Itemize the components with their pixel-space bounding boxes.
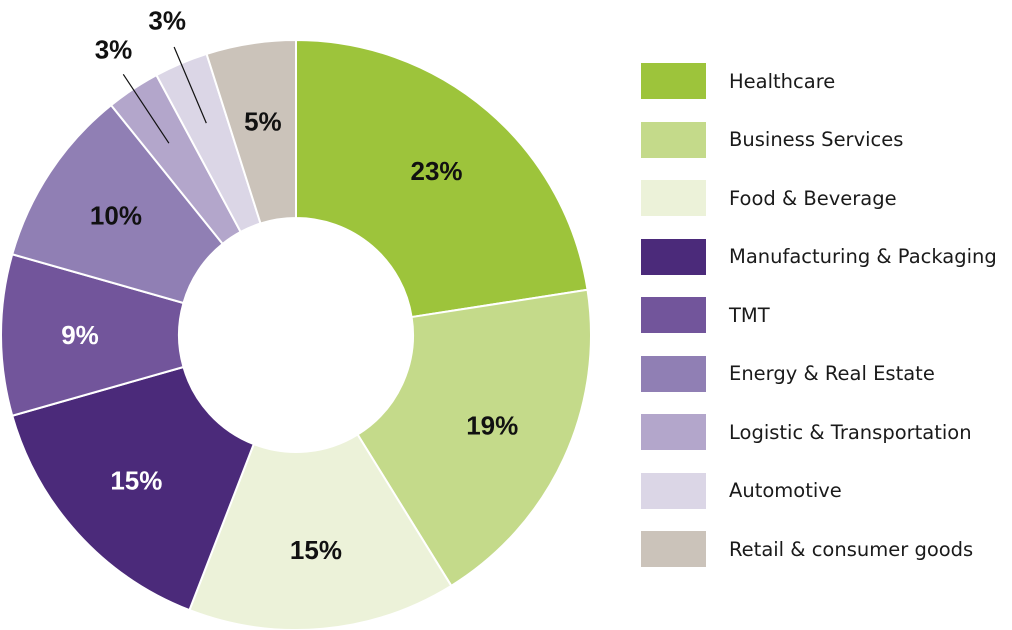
slice-food-and-beverage bbox=[188, 433, 453, 630]
slice-business-services bbox=[356, 288, 592, 588]
legend-swatch bbox=[641, 355, 706, 392]
legend-item-food-and-beverage: Food & Beverage bbox=[641, 180, 1012, 216]
slice-label-manufacturing-and-packaging: 15% bbox=[110, 466, 162, 496]
slice-label-food-and-beverage: 15% bbox=[290, 535, 342, 565]
legend-item-retail-and-consumer-goods: Retail & consumer goods bbox=[641, 531, 1012, 567]
slice-label-energy-and-real-estate: 10% bbox=[90, 201, 142, 231]
legend-swatch bbox=[641, 63, 706, 99]
slice-label-retail-and-consumer-goods: 5% bbox=[244, 107, 282, 137]
legend-item-tmt: TMT bbox=[641, 297, 1012, 333]
legend-label: Healthcare bbox=[729, 69, 836, 93]
legend-item-business-services: Business Services bbox=[641, 121, 1012, 158]
legend-label: TMT bbox=[729, 303, 770, 327]
legend-swatch bbox=[641, 121, 706, 158]
legend-label: Automotive bbox=[729, 479, 842, 502]
legend-swatch bbox=[641, 180, 706, 216]
legend-label: Logistic & Transportation bbox=[729, 420, 972, 444]
legend-item-manufacturing-and-packaging: Manufacturing & Packaging bbox=[641, 238, 1012, 275]
legend-item-logistic-and-transportation: Logistic & Transportation bbox=[641, 414, 1012, 450]
legend-label: Manufacturing & Packaging bbox=[729, 245, 997, 268]
slice-energy-and-real-estate bbox=[11, 103, 225, 305]
legend-label: Retail & consumer goods bbox=[729, 537, 974, 561]
legend-label: Energy & Real Estate bbox=[729, 362, 935, 385]
slice-retail-and-consumer-goods bbox=[205, 38, 297, 225]
slice-healthcare bbox=[295, 38, 589, 319]
leader-line-logistic-and-transportation bbox=[122, 74, 170, 144]
legend-label: Business Services bbox=[729, 128, 904, 151]
legend-item-automotive: Automotive bbox=[641, 472, 1012, 509]
legend-swatch bbox=[641, 297, 706, 333]
legend-label: Food & Beverage bbox=[729, 186, 897, 210]
slice-label-business-services: 19% bbox=[466, 410, 518, 440]
legend-item-healthcare: Healthcare bbox=[641, 63, 1012, 99]
legend-swatch bbox=[641, 531, 706, 567]
slice-label-healthcare: 23% bbox=[411, 156, 463, 186]
leader-line-automotive bbox=[173, 46, 207, 124]
slice-manufacturing-and-packaging bbox=[11, 365, 256, 612]
legend-swatch bbox=[641, 414, 706, 450]
slice-label-tmt: 9% bbox=[61, 320, 99, 350]
legend-swatch bbox=[641, 472, 706, 509]
slice-label-logistic-and-transportation: 3% bbox=[95, 35, 133, 65]
donut-chart: 23% 19% 15% 15% 9% 10% 3% 3% 5% bbox=[0, 6, 592, 630]
legend-item-energy-and-real-estate: Energy & Real Estate bbox=[641, 355, 1012, 392]
slice-label-automotive: 3% bbox=[148, 6, 186, 36]
legend-swatch bbox=[641, 238, 706, 275]
